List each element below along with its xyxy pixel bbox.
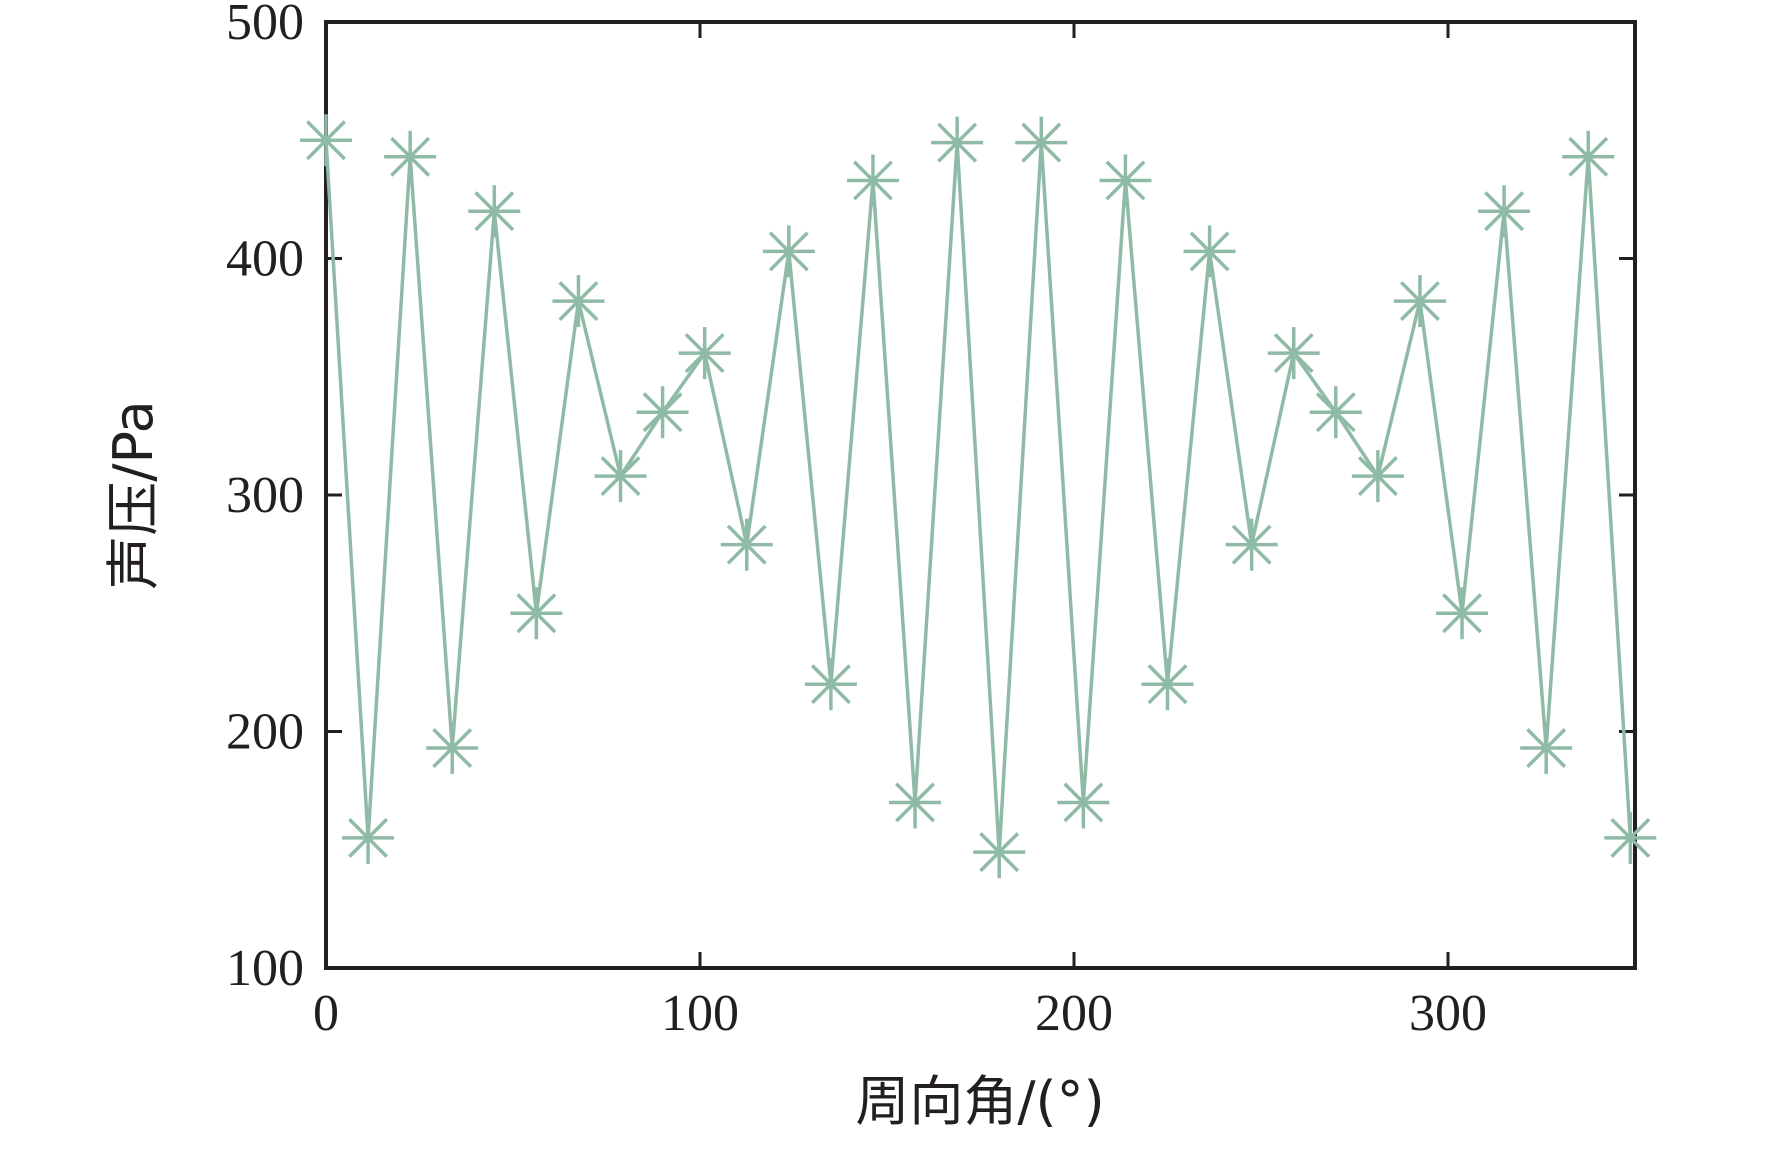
x-tick-label: 100: [661, 985, 739, 1042]
x-axis-label: 周向角/(°): [855, 1070, 1104, 1133]
y-tick-label: 300: [226, 467, 304, 524]
x-tick-label: 300: [1409, 985, 1487, 1042]
data-point: [762, 225, 815, 278]
data-point: [1478, 185, 1531, 238]
data-point: [846, 154, 899, 207]
data-point: [1183, 225, 1236, 278]
series-line: [324, 140, 1633, 853]
data-point: [1520, 722, 1573, 775]
data-point: [931, 116, 984, 169]
y-tick-label: 200: [226, 704, 304, 761]
x-tick-label: 200: [1035, 985, 1113, 1042]
data-point: [594, 450, 647, 503]
data-point: [678, 327, 731, 380]
data-point: [342, 811, 395, 864]
data-point: [636, 386, 689, 439]
data-point: [510, 587, 563, 640]
y-tick-label: 100: [226, 940, 304, 997]
data-point: [889, 776, 942, 829]
data-point: [300, 114, 352, 167]
y-axis-label: 声压/Pa: [102, 400, 165, 589]
data-point: [804, 658, 857, 711]
data-point: [426, 722, 479, 775]
data-point: [1562, 130, 1615, 183]
series-layer: [300, 114, 1657, 879]
data-point: [720, 518, 773, 571]
data-point: [384, 130, 437, 183]
data-point: [1141, 658, 1194, 711]
data-point: [1351, 450, 1404, 503]
data-point: [973, 826, 1026, 879]
data-point: [1309, 386, 1362, 439]
data-point: [1225, 518, 1278, 571]
data-point: [468, 185, 521, 238]
data-point: [1393, 275, 1446, 328]
data-point: [1015, 116, 1068, 169]
axis-ticks: [324, 20, 1635, 970]
data-point: [1099, 154, 1152, 207]
data-point: [1267, 327, 1320, 380]
data-point: [1604, 811, 1657, 864]
y-tick-label: 500: [226, 0, 304, 51]
data-point: [1057, 776, 1110, 829]
x-tick-label: 0: [313, 985, 339, 1042]
data-point: [552, 275, 605, 328]
data-point: [1436, 587, 1489, 640]
y-tick-label: 400: [226, 231, 304, 288]
